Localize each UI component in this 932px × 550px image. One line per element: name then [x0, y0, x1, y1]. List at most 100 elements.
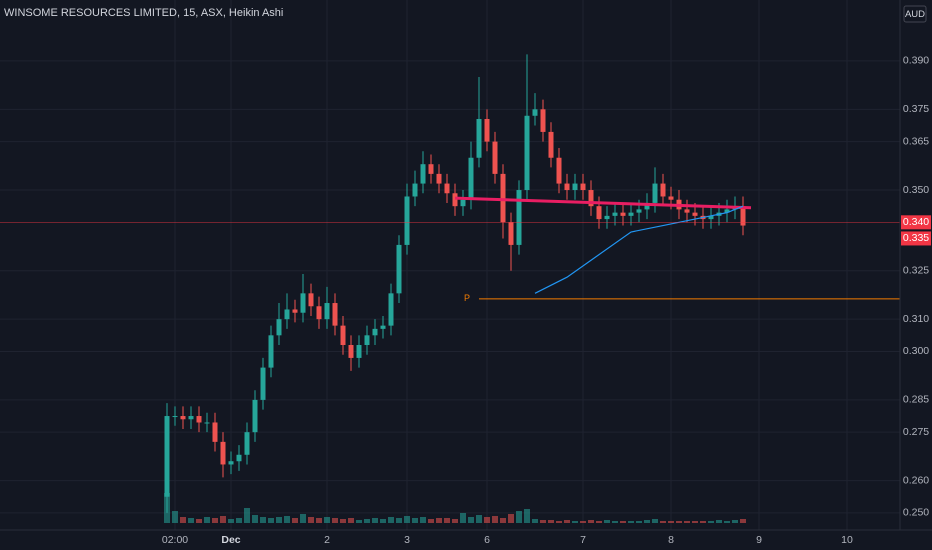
volume-bar: [356, 520, 362, 523]
volume-bar: [516, 511, 522, 523]
x-tick-label: 7: [580, 534, 586, 546]
candle-body: [556, 157, 562, 184]
volume-bar: [396, 518, 402, 523]
candle-body: [620, 212, 626, 216]
volume-bar: [196, 519, 202, 523]
candle-body: [500, 173, 506, 223]
candle-body: [452, 193, 458, 207]
volume-bar: [692, 521, 698, 523]
candle-body: [180, 416, 186, 420]
candle-body: [420, 164, 426, 184]
candle-body: [268, 335, 274, 368]
chart-title: WINSOME RESOURCES LIMITED, 15, ASX, Heik…: [4, 7, 283, 19]
y-tick-label: 0.300: [903, 345, 929, 357]
price-tag: [901, 231, 931, 246]
price-tag: [901, 215, 931, 230]
volume-bar: [572, 521, 578, 523]
x-tick-label: 6: [484, 534, 490, 546]
candle-body: [300, 293, 306, 313]
candle-body: [364, 335, 370, 346]
volume-bar: [476, 515, 482, 523]
candle-body: [292, 309, 298, 313]
y-tick-label: 0.275: [903, 426, 929, 438]
volume-bar: [204, 517, 210, 523]
price-tag-label: 0.340: [903, 216, 929, 228]
volume-bar: [268, 518, 274, 523]
candle-body: [436, 173, 442, 184]
candle-body: [532, 109, 538, 116]
y-tick-label: 0.310: [903, 313, 929, 325]
volume-bar: [564, 520, 570, 523]
grid: [0, 0, 900, 530]
candle-body: [404, 196, 410, 245]
candle-body: [372, 328, 378, 336]
candle-body: [540, 109, 546, 132]
candle-body: [460, 199, 466, 207]
volume-bar: [604, 520, 610, 523]
volume-bar: [708, 521, 714, 523]
volume-bar: [588, 520, 594, 523]
candle-body: [508, 222, 514, 245]
volume-bar: [628, 521, 634, 523]
candle-body: [356, 345, 362, 358]
volume-bar: [652, 519, 658, 523]
candle-body: [412, 183, 418, 197]
candle-body: [444, 183, 450, 194]
volume-bar: [484, 517, 490, 523]
moving-average: [534, 205, 744, 294]
volume-bar: [644, 520, 650, 523]
candle-body: [580, 183, 586, 191]
volume-bar: [740, 519, 746, 523]
volume-bar: [508, 514, 514, 523]
volume-bar: [548, 520, 554, 523]
x-tick-label: Dec: [221, 534, 240, 546]
volume-bar: [228, 519, 234, 523]
volume-bar: [620, 521, 626, 523]
candle-body: [204, 422, 210, 424]
candle-body: [572, 183, 578, 191]
volume-bar: [460, 513, 466, 523]
candle-body: [588, 190, 594, 207]
candle-body: [708, 215, 714, 220]
candle-body: [316, 306, 322, 320]
candle-body: [692, 212, 698, 216]
volume-bar: [236, 518, 242, 523]
y-tick-label: 0.375: [903, 103, 929, 115]
candle-body: [660, 183, 666, 197]
volume-bar: [420, 517, 426, 523]
candle-body: [524, 115, 530, 191]
volume-bar: [700, 521, 706, 523]
candle-body: [188, 416, 194, 420]
volume-bar: [660, 521, 666, 523]
candle-body: [612, 212, 618, 216]
volume-bar: [668, 521, 674, 523]
currency-box[interactable]: [903, 5, 927, 23]
y-tick-label: 0.390: [903, 55, 929, 67]
volume-bar: [732, 520, 738, 523]
candle-body: [644, 202, 650, 210]
volume-bar: [684, 521, 690, 523]
volume-bar: [452, 519, 458, 523]
plot: P: [0, 54, 900, 523]
volume-bar: [524, 509, 530, 523]
candle-body: [516, 190, 522, 245]
volume-bar: [556, 521, 562, 523]
currency[interactable]: AUD: [905, 9, 925, 20]
volume-bar: [580, 521, 586, 523]
candle-body: [380, 325, 386, 329]
volume-bar: [724, 521, 730, 523]
candle-body: [548, 131, 554, 158]
volume-bar: [340, 519, 346, 523]
volume-bar: [292, 518, 298, 523]
volume-bar: [324, 517, 330, 523]
x-tick-label: 2: [324, 534, 330, 546]
volume-bar: [372, 518, 378, 523]
candle-body: [652, 183, 658, 203]
volume-bar: [284, 516, 290, 523]
y-tick-label: 0.285: [903, 394, 929, 406]
volume-bar: [172, 511, 178, 523]
candle-body: [724, 209, 730, 213]
volume-bar: [492, 516, 498, 523]
